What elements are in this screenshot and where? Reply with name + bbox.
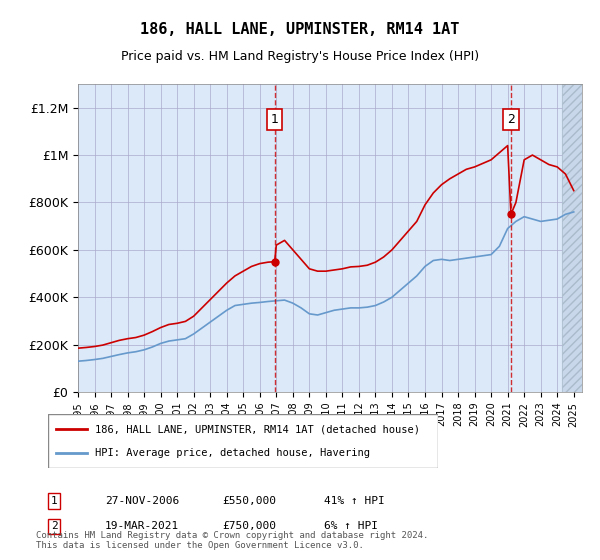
Bar <box>562 84 582 392</box>
Text: Contains HM Land Registry data © Crown copyright and database right 2024.
This d: Contains HM Land Registry data © Crown c… <box>36 530 428 550</box>
Text: 2: 2 <box>507 113 515 126</box>
Text: 19-MAR-2021: 19-MAR-2021 <box>105 521 179 531</box>
Text: 41% ↑ HPI: 41% ↑ HPI <box>324 496 385 506</box>
Text: HPI: Average price, detached house, Havering: HPI: Average price, detached house, Have… <box>95 447 370 458</box>
Text: £750,000: £750,000 <box>222 521 276 531</box>
Text: Price paid vs. HM Land Registry's House Price Index (HPI): Price paid vs. HM Land Registry's House … <box>121 50 479 63</box>
Text: 1: 1 <box>271 113 278 126</box>
Text: 1: 1 <box>50 496 58 506</box>
Text: 6% ↑ HPI: 6% ↑ HPI <box>324 521 378 531</box>
Text: 27-NOV-2006: 27-NOV-2006 <box>105 496 179 506</box>
Text: £550,000: £550,000 <box>222 496 276 506</box>
Text: 2: 2 <box>50 521 58 531</box>
FancyBboxPatch shape <box>48 414 438 468</box>
Text: 186, HALL LANE, UPMINSTER, RM14 1AT: 186, HALL LANE, UPMINSTER, RM14 1AT <box>140 22 460 38</box>
Text: 186, HALL LANE, UPMINSTER, RM14 1AT (detached house): 186, HALL LANE, UPMINSTER, RM14 1AT (det… <box>95 424 420 435</box>
